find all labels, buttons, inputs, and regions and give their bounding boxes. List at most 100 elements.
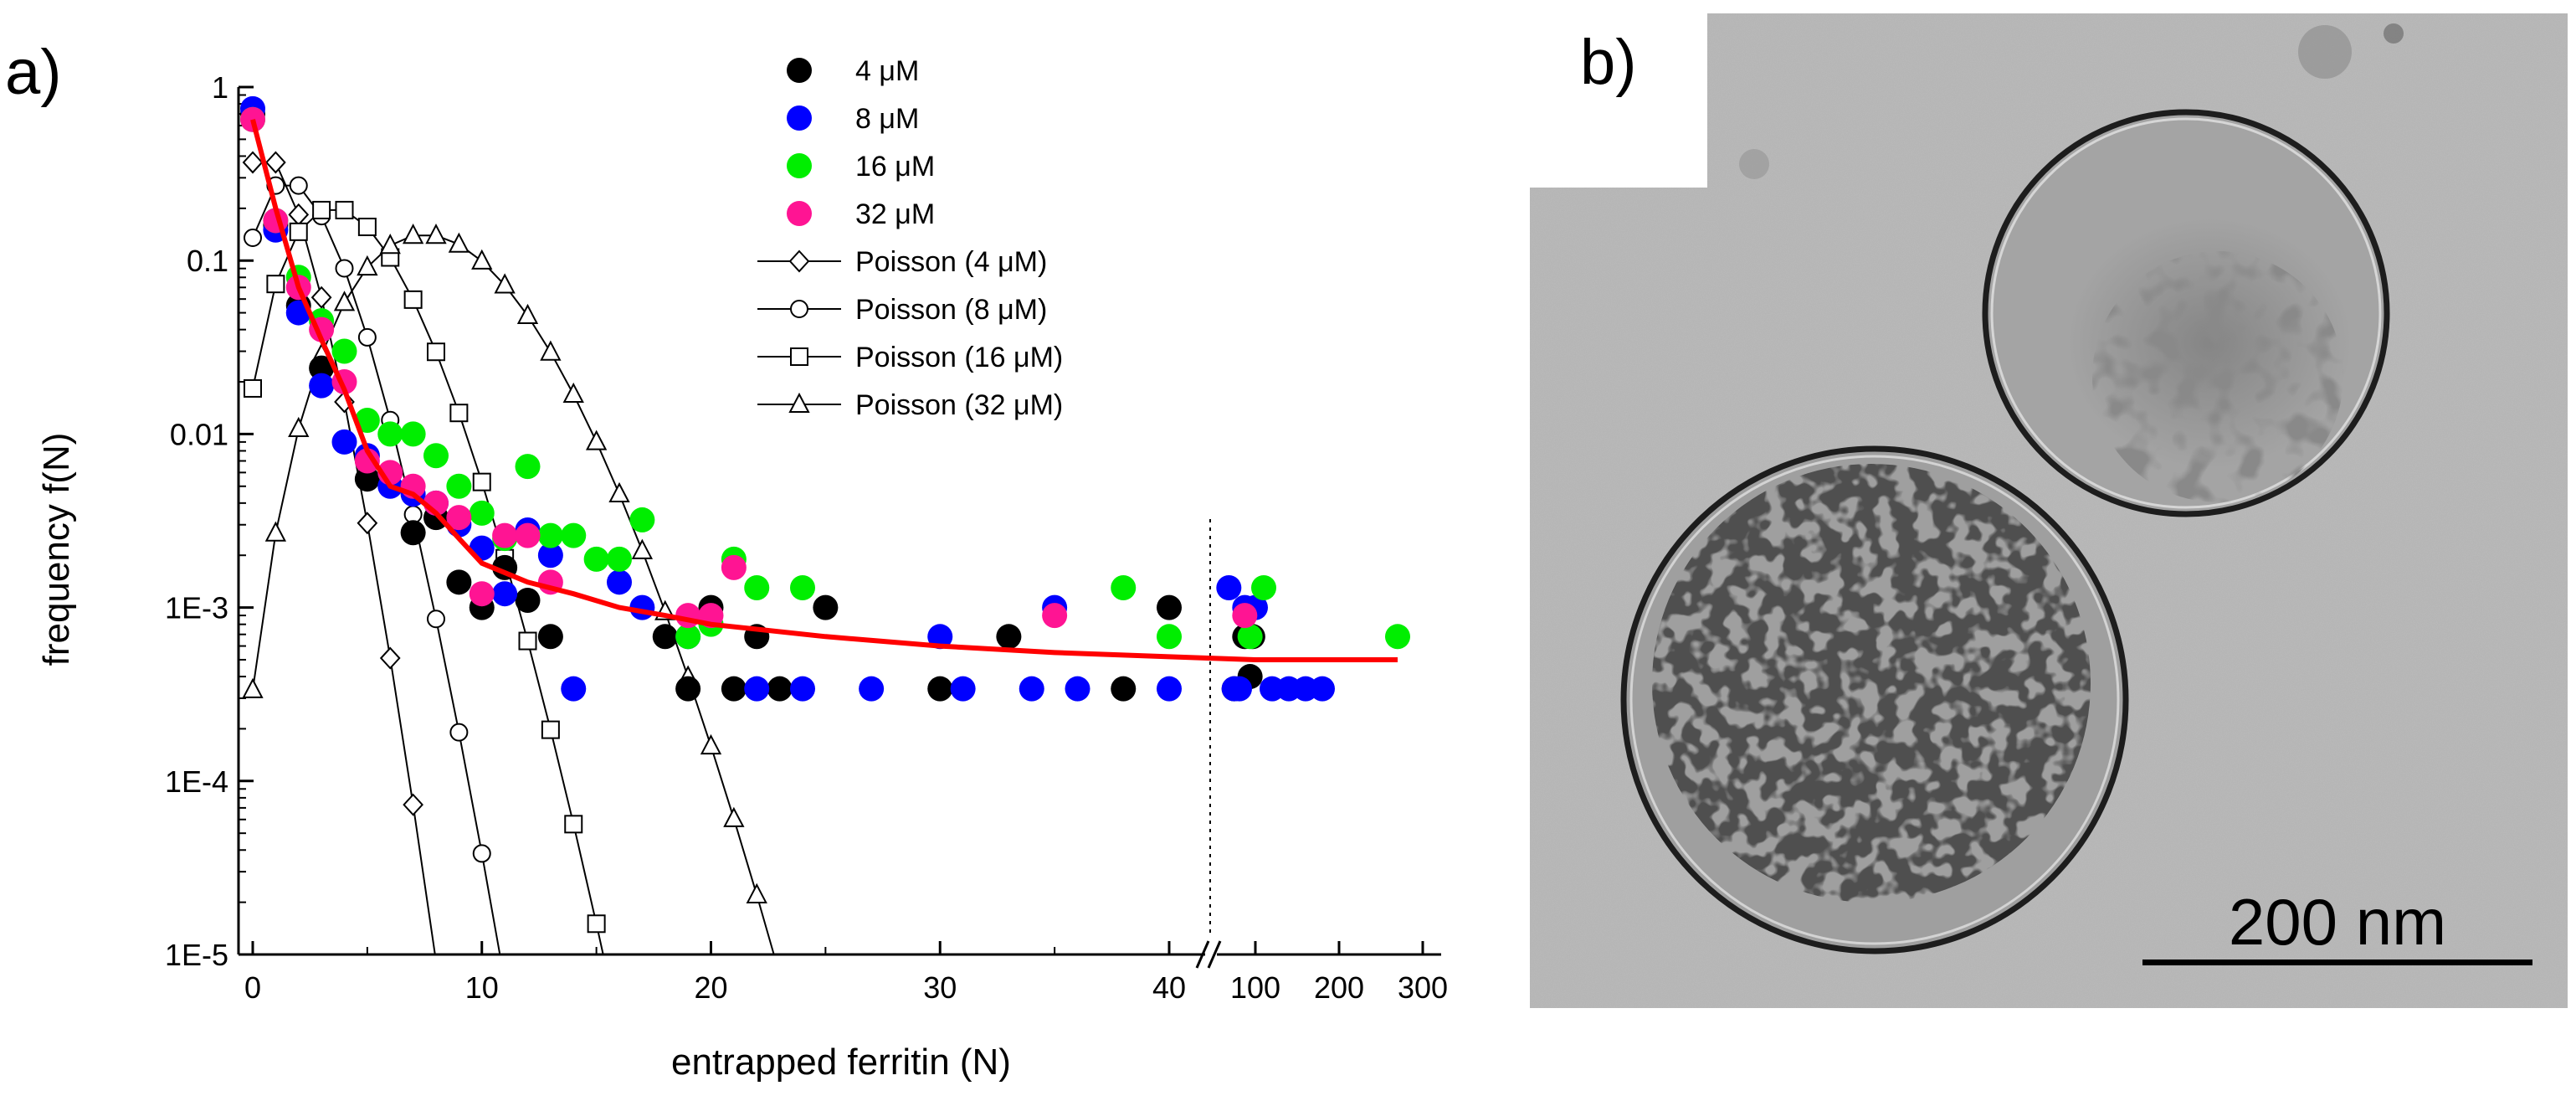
legend-label: 8 μM (855, 103, 919, 135)
poisson-point (472, 472, 491, 491)
x-tick-label: 300 (1398, 970, 1448, 1005)
poisson-series-circle (244, 176, 501, 955)
poisson-point (564, 815, 583, 834)
poisson-point (723, 806, 745, 827)
data-point (767, 676, 793, 702)
plot-series (240, 95, 1410, 955)
legend-marker (787, 105, 812, 131)
data-point (675, 676, 701, 702)
poisson-point (448, 232, 470, 253)
data-point (400, 520, 426, 546)
poisson-point (288, 416, 310, 438)
y-axis: 1 0.1 0.01 1E-3 1E-4 1E-5 (165, 70, 254, 972)
scale-bar (2142, 960, 2532, 965)
poisson-point (631, 538, 654, 559)
data-point (331, 338, 357, 364)
poisson-point (379, 234, 401, 255)
y-tick-label: 0.01 (170, 417, 228, 451)
poisson-point (288, 203, 310, 226)
data-point (1157, 624, 1182, 650)
data-point (583, 546, 609, 572)
vesicle-lower-ferritin (1652, 464, 2091, 903)
y-axis-title: frequency f(N) (36, 433, 77, 666)
poisson-point (562, 382, 584, 404)
poisson-point (700, 733, 722, 755)
data-point (1216, 574, 1242, 600)
fit-curve (250, 119, 1398, 662)
data-point (446, 473, 472, 499)
panel-label-b: b) (1580, 27, 1637, 98)
vesicle-upper-halo (1990, 117, 2382, 509)
x-tick-label: 200 (1314, 970, 1364, 1005)
poisson-point (585, 430, 608, 450)
poisson-point (264, 521, 287, 542)
data-point (537, 624, 563, 650)
data-point (1157, 676, 1182, 702)
poisson-point (357, 255, 378, 276)
legend-entry: 16 μM (787, 151, 935, 183)
data-point (354, 448, 380, 474)
data-point (996, 624, 1022, 650)
data-point (354, 407, 380, 433)
panel-label-a: a) (5, 37, 62, 108)
poisson-point (310, 286, 332, 309)
micrograph: 200 nm (1530, 13, 2568, 1008)
data-point (927, 624, 953, 650)
y-tick-label: 1 (212, 70, 228, 105)
poisson-point (242, 151, 264, 174)
data-point (492, 581, 518, 607)
data-point (1385, 624, 1410, 650)
data-point (744, 676, 770, 702)
data-point (790, 676, 815, 702)
data-point (675, 603, 701, 629)
x-tick-label: 10 (465, 970, 499, 1005)
scale-bar-label: 200 nm (2229, 885, 2446, 959)
data-point (790, 574, 815, 600)
legend-label: Poisson (4 μM) (855, 246, 1047, 278)
x-tick-label: 100 (1230, 970, 1280, 1005)
data-point (309, 373, 335, 399)
data-point (675, 624, 701, 650)
data-point (1310, 676, 1335, 702)
poisson-point (471, 249, 493, 270)
data-point (537, 543, 563, 569)
data-point (813, 594, 839, 620)
data-point (927, 676, 953, 702)
poisson-point (518, 631, 537, 651)
data-point (469, 500, 495, 526)
legend-marker (790, 347, 808, 366)
data-point (561, 522, 587, 548)
poisson-point (357, 327, 377, 347)
poisson-point (541, 720, 560, 739)
legend-entry: Poisson (16 μM) (757, 342, 1063, 373)
data-point (515, 588, 541, 614)
poisson-point (427, 342, 445, 362)
legend-label: 32 μM (855, 198, 935, 230)
legend-marker (788, 392, 810, 413)
data-series (240, 106, 1258, 629)
data-point (607, 569, 632, 595)
poisson-point (587, 914, 606, 934)
poisson-point (540, 340, 562, 361)
legend-label: Poisson (32 μM) (855, 389, 1063, 421)
x-tick-label: 0 (244, 970, 261, 1005)
poisson-point (403, 793, 423, 816)
data-point (354, 466, 380, 492)
y-tick-label: 1E-3 (165, 591, 228, 625)
poisson-series-square (244, 200, 606, 955)
axis-break-mark (1207, 940, 1222, 969)
axis-break-mark (1195, 940, 1210, 969)
micrograph-particle (1739, 149, 1769, 179)
data-point (492, 522, 518, 548)
legend-label: 4 μM (855, 55, 919, 87)
legend-marker (787, 201, 812, 226)
poisson-point (289, 222, 308, 241)
legend-marker (787, 58, 812, 83)
x-axis: 0 10 20 30 40 100 200 300 (244, 941, 1448, 1005)
data-point (607, 546, 632, 572)
poisson-point (472, 844, 491, 863)
poisson-point (335, 259, 354, 278)
x-tick-label: 20 (694, 970, 727, 1005)
poisson-point (402, 224, 424, 244)
vesicle-upper-particles (2092, 251, 2343, 502)
